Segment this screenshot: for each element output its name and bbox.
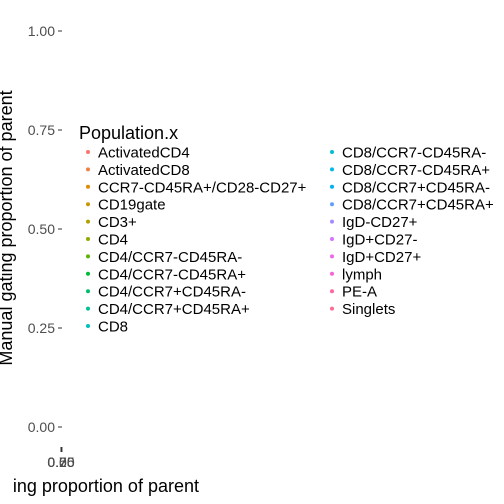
legend-key-dot bbox=[330, 307, 334, 311]
legend-key-dot bbox=[330, 289, 334, 293]
legend-entry: CD4/CCR7+CD45RA- bbox=[86, 284, 246, 301]
legend-entry: CD3+ bbox=[86, 214, 137, 231]
legend-entry: CD8/CCR7+CD45RA+ bbox=[330, 197, 494, 214]
legend-key-dot bbox=[330, 237, 334, 241]
legend-label: CD4/CCR7+CD45RA+ bbox=[98, 301, 250, 318]
legend-label: CD8/CCR7-CD45RA+ bbox=[342, 162, 490, 179]
x-axis-title: ing proportion of parent bbox=[13, 476, 199, 496]
legend-key-dot bbox=[330, 272, 334, 276]
legend-label: IgD+CD27- bbox=[342, 232, 417, 249]
legend-label: CD4 bbox=[98, 232, 128, 249]
legend-entry: CD4/CCR7-CD45RA+ bbox=[86, 266, 246, 283]
legend-label: CD8 bbox=[98, 319, 128, 336]
x-tick-label: 0.75 bbox=[47, 454, 74, 470]
y-tick-label: 0.00 bbox=[28, 419, 55, 435]
y-axis: 1.00 0.75 0.50 0.25 0.00 bbox=[28, 23, 62, 435]
x-axis: 0.000.250.500.75 bbox=[47, 447, 74, 470]
legend-label: CD4/CCR7-CD45RA- bbox=[98, 249, 242, 266]
legend-key-dot bbox=[86, 289, 90, 293]
y-tick-label: 0.25 bbox=[28, 320, 55, 336]
legend-key-dot bbox=[330, 167, 334, 171]
legend-entry: PE-A bbox=[330, 284, 377, 301]
legend-label: CD4/CCR7-CD45RA+ bbox=[98, 266, 246, 283]
legend-entry: CD8 bbox=[86, 319, 128, 336]
y-tick-label: 0.75 bbox=[28, 122, 55, 138]
legend-key-dot bbox=[86, 220, 90, 224]
legend-label: CD8/CCR7+CD45RA+ bbox=[342, 197, 494, 214]
legend-label: CD8/CCR7-CD45RA- bbox=[342, 145, 486, 162]
legend-key-dot bbox=[330, 185, 334, 189]
y-tick-label: 0.50 bbox=[28, 221, 55, 237]
legend-title: Population.x bbox=[79, 123, 178, 143]
legend-label: ActivatedCD8 bbox=[98, 162, 190, 179]
legend-entry: CD4 bbox=[86, 232, 128, 249]
legend-entry: CD8/CCR7+CD45RA- bbox=[330, 179, 490, 196]
legend: Population.x ActivatedCD4ActivatedCD8CCR… bbox=[79, 123, 494, 336]
legend-entry: CD8/CCR7-CD45RA+ bbox=[330, 162, 490, 179]
legend-label: IgD+CD27+ bbox=[342, 249, 421, 266]
legend-entry: IgD+CD27- bbox=[330, 232, 417, 249]
legend-label: CD3+ bbox=[98, 214, 137, 231]
legend-key-dot bbox=[86, 150, 90, 154]
legend-key-dot bbox=[86, 237, 90, 241]
legend-key-dot bbox=[330, 254, 334, 258]
legend-entry: ActivatedCD4 bbox=[86, 145, 190, 162]
legend-label: CD4/CCR7+CD45RA- bbox=[98, 284, 246, 301]
y-tick-label: 1.00 bbox=[28, 23, 55, 39]
legend-key-dot bbox=[330, 202, 334, 206]
legend-key-dot bbox=[330, 220, 334, 224]
legend-label: PE-A bbox=[342, 284, 377, 301]
legend-label: lymph bbox=[342, 266, 382, 283]
legend-key-dot bbox=[86, 324, 90, 328]
legend-key-dot bbox=[86, 307, 90, 311]
legend-entry: CD4/CCR7-CD45RA- bbox=[86, 249, 242, 266]
legend-entry: CD8/CCR7-CD45RA- bbox=[330, 145, 486, 162]
legend-key-dot bbox=[86, 272, 90, 276]
legend-entry: Singlets bbox=[330, 301, 395, 318]
legend-label: CD19gate bbox=[98, 197, 166, 214]
legend-key-dot bbox=[86, 185, 90, 189]
legend-entry: CD4/CCR7+CD45RA+ bbox=[86, 301, 250, 318]
legend-label: Singlets bbox=[342, 301, 395, 318]
legend-entry: CD19gate bbox=[86, 197, 166, 214]
legend-key-dot bbox=[330, 150, 334, 154]
y-axis-title: Manual gating proportion of parent bbox=[0, 90, 16, 365]
legend-key-dot bbox=[86, 167, 90, 171]
legend-entry: ActivatedCD8 bbox=[86, 162, 190, 179]
legend-label: IgD-CD27+ bbox=[342, 214, 418, 231]
legend-label: CCR7-CD45RA+/CD28-CD27+ bbox=[98, 179, 307, 196]
legend-entry: lymph bbox=[330, 266, 382, 283]
legend-key-dot bbox=[86, 254, 90, 258]
legend-entry: IgD+CD27+ bbox=[330, 249, 421, 266]
legend-key-dot bbox=[86, 202, 90, 206]
legend-entry: IgD-CD27+ bbox=[330, 214, 418, 231]
legend-label: CD8/CCR7+CD45RA- bbox=[342, 179, 490, 196]
legend-entry: CCR7-CD45RA+/CD28-CD27+ bbox=[86, 179, 307, 196]
legend-label: ActivatedCD4 bbox=[98, 145, 190, 162]
